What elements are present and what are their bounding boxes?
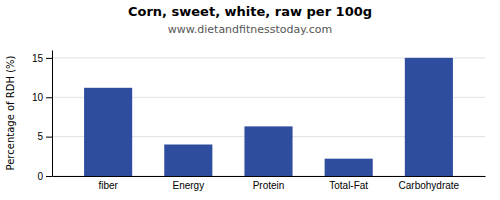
x-tick-label: fiber	[98, 180, 118, 191]
bar	[84, 88, 132, 176]
y-tick: 5	[37, 131, 52, 142]
grid	[52, 58, 485, 176]
bar	[325, 159, 373, 176]
x-tick-label: Energy	[172, 180, 204, 191]
y-tick: 10	[32, 92, 52, 103]
title: Corn, sweet, white, raw per 100g	[128, 4, 372, 19]
x-axis-line	[53, 176, 486, 177]
y-tick-mark	[46, 97, 52, 98]
y-tick-label: 5	[37, 131, 43, 142]
bars	[84, 58, 453, 176]
x-tick: Protein	[253, 180, 285, 191]
x-tick-label: Carbohydrate	[399, 180, 460, 191]
chart-container: Corn, sweet, white, raw per 100g www.diet…	[0, 0, 500, 200]
y-axis-line	[52, 51, 53, 177]
y-axis-title: Percentage of RDH (%)	[5, 55, 16, 170]
y-tick-mark	[46, 58, 52, 59]
x-tick: Energy	[172, 180, 204, 191]
x-tick-label: Protein	[253, 180, 285, 191]
y-tick: 0	[37, 171, 52, 182]
y-tick: 15	[32, 53, 52, 64]
bar	[244, 126, 292, 176]
page: {"chart_data": {"type": "bar", "title": …	[0, 0, 500, 200]
y-axis: 0 5 10 15	[32, 51, 53, 182]
subtitle: www.dietandfitnesstoday.com	[168, 23, 332, 36]
x-tick: Total-Fat	[329, 180, 368, 191]
x-tick: fiber	[98, 180, 118, 191]
x-tick-label: Total-Fat	[329, 180, 368, 191]
bar	[164, 145, 212, 177]
y-tick-mark	[46, 137, 52, 138]
y-tick-label: 10	[32, 92, 44, 103]
y-tick-label: 0	[37, 171, 43, 182]
bar	[405, 58, 453, 176]
y-tick-mark	[46, 176, 52, 177]
chart: Corn, sweet, white, raw per 100g www.diet…	[0, 0, 500, 200]
y-tick-label: 15	[32, 53, 44, 64]
x-tick: Carbohydrate	[399, 180, 460, 191]
x-axis: fiber Energy Protein Total-Fat Carbohydrate	[53, 177, 486, 192]
